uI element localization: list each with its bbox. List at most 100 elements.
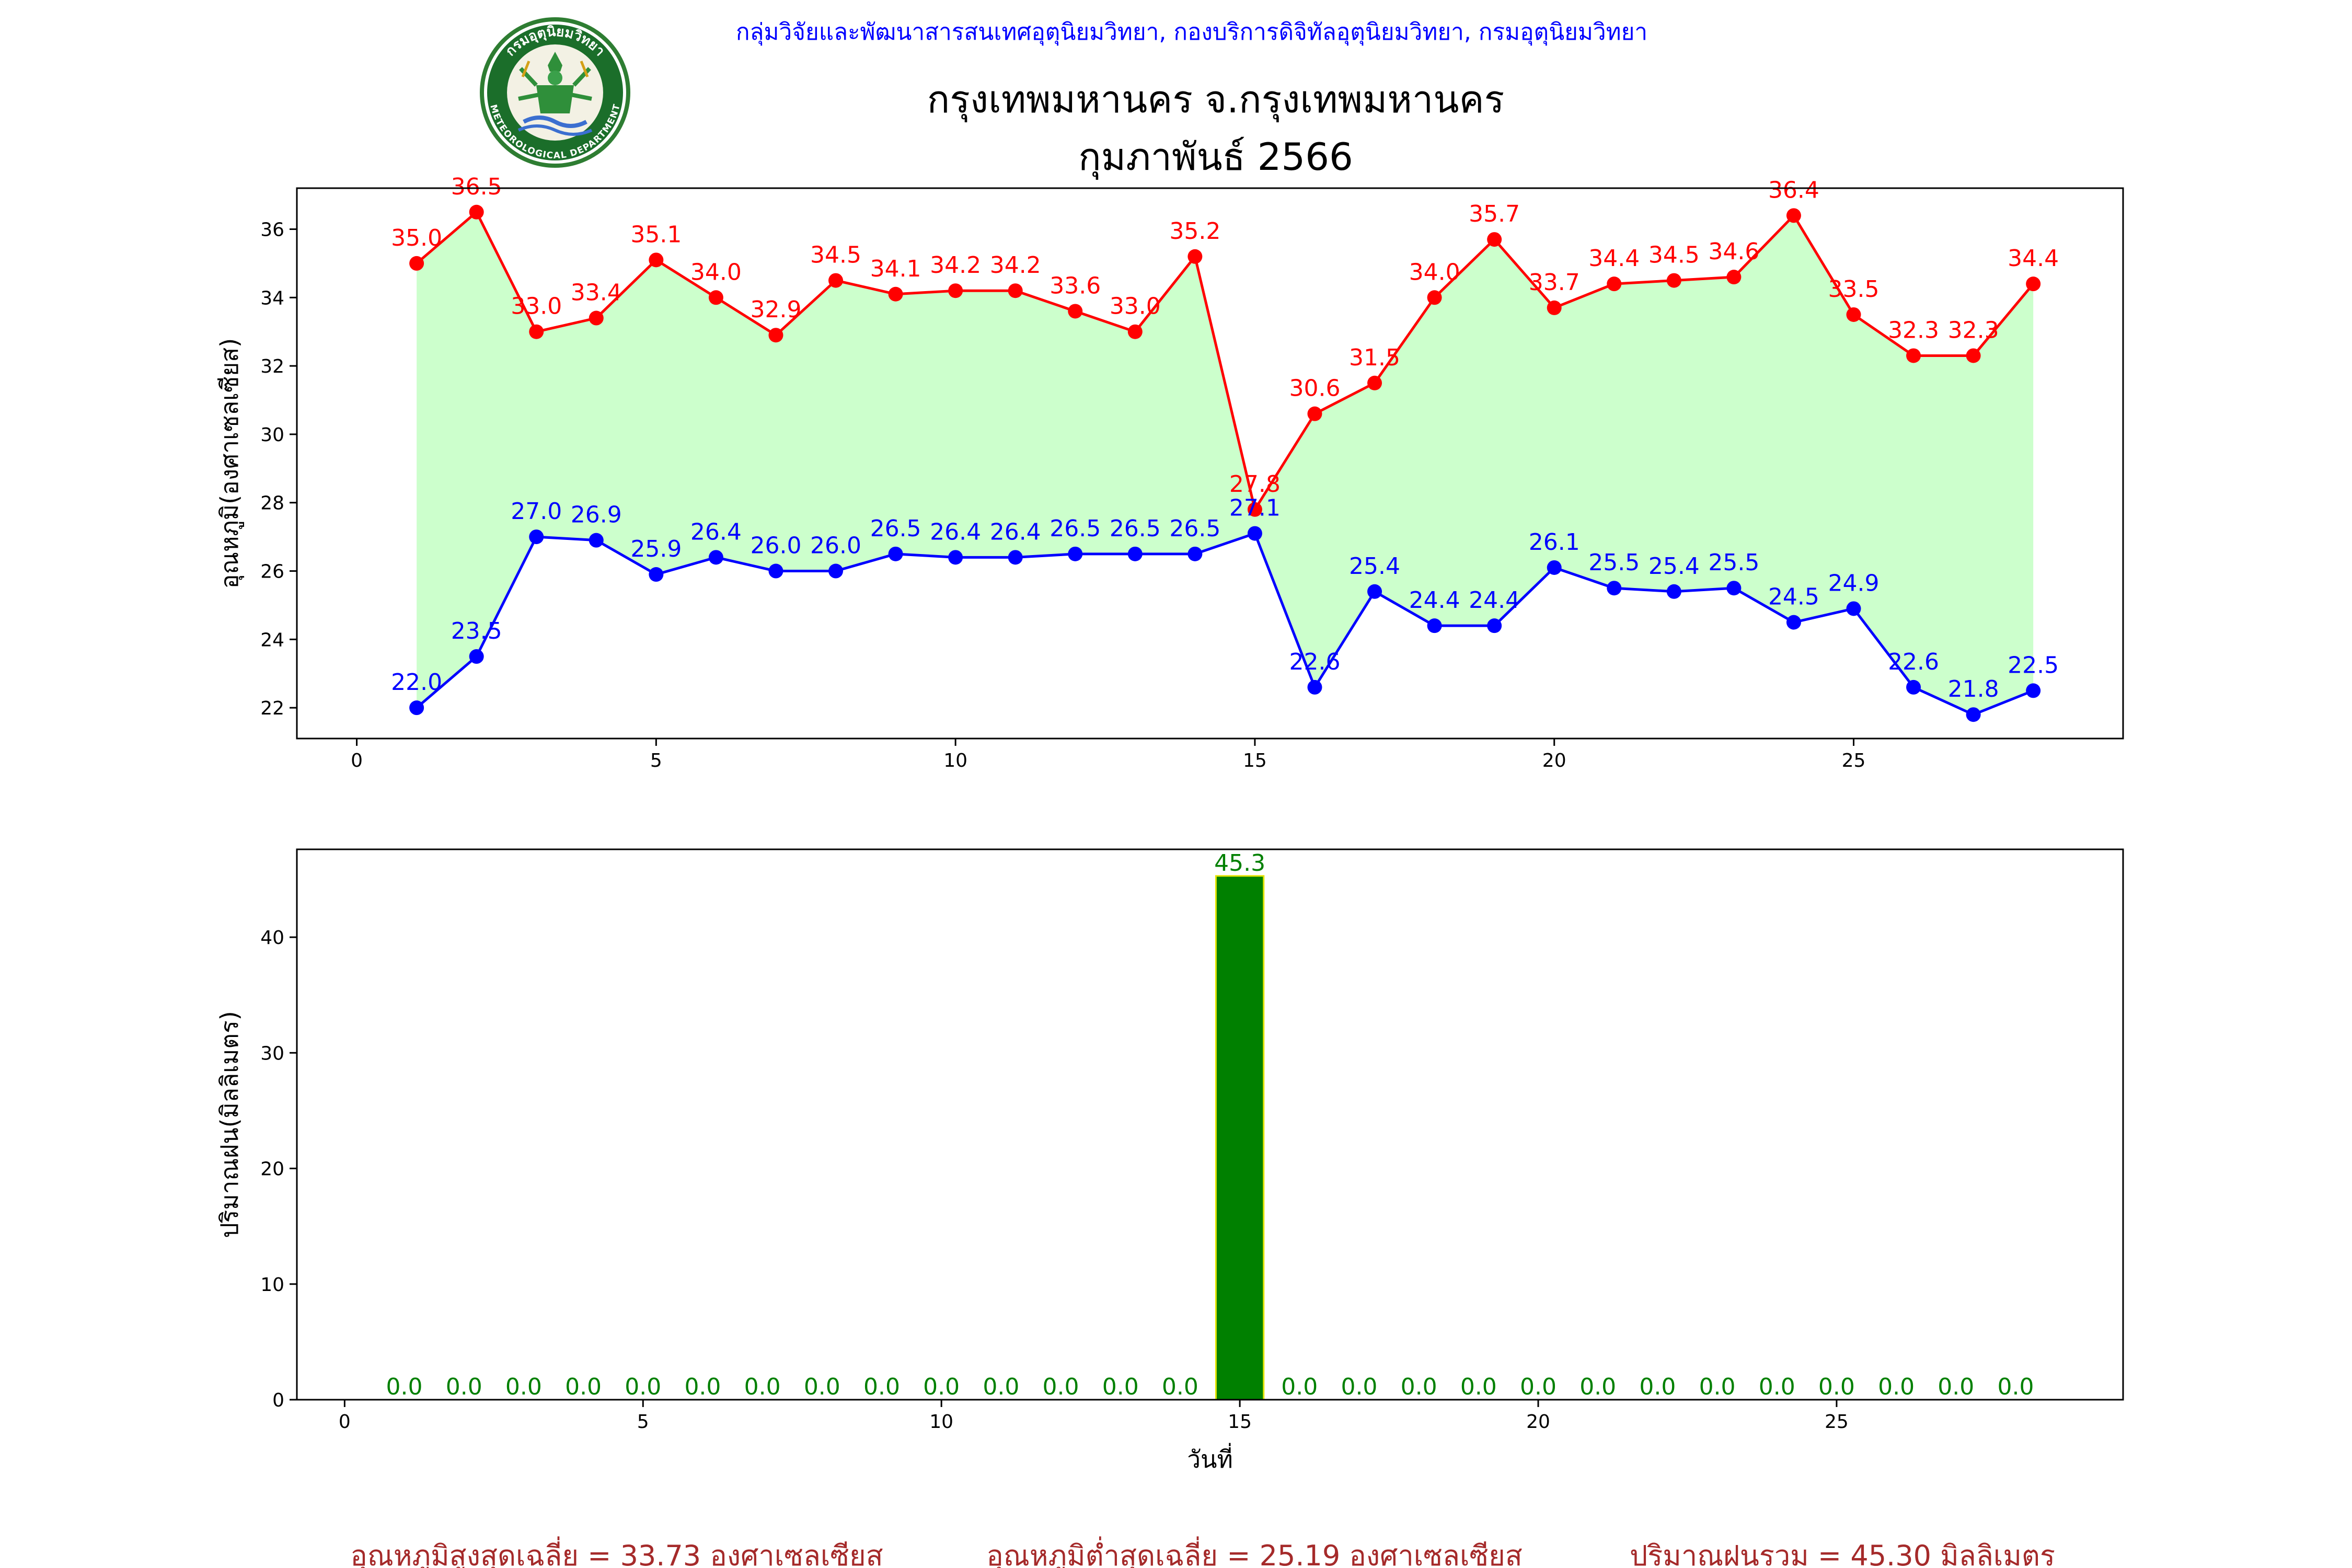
x-tick-label: 10	[929, 1411, 953, 1433]
rainfall-label: 45.3	[1214, 850, 1265, 877]
min-temperature-label: 23.5	[451, 618, 502, 644]
rainfall-frame	[296, 848, 2124, 1401]
x-tick-label: 10	[943, 750, 967, 771]
min-temperature-label: 25.5	[1588, 549, 1640, 576]
max-temperature-point	[649, 252, 664, 268]
max-temperature-point	[1666, 273, 1681, 288]
max-temperature-label: 33.0	[511, 293, 562, 320]
min-temperature-label: 24.4	[1469, 587, 1520, 614]
min-temperature-point	[1666, 584, 1681, 599]
y-tick-label: 22	[260, 698, 284, 719]
rainfall-label: 0.0	[1878, 1374, 1915, 1400]
min-temperature-label: 25.5	[1708, 549, 1759, 576]
min-temperature-label: 26.1	[1529, 529, 1580, 556]
max-temperature-point	[529, 324, 544, 339]
min-temperature-point	[409, 700, 424, 716]
min-temperature-label: 26.0	[750, 533, 801, 559]
min-temperature-point	[1367, 584, 1382, 599]
min-temperature-point	[1247, 526, 1262, 541]
max-temperature-label: 34.4	[2008, 245, 2059, 272]
min-temperature-point	[708, 550, 723, 565]
max-temperature-point	[1607, 276, 1622, 292]
max-temperature-label: 33.4	[571, 280, 622, 306]
min-temperature-label: 26.4	[990, 518, 1041, 545]
min-temperature-line	[416, 532, 2034, 716]
x-tick-label: 15	[1228, 1411, 1252, 1433]
min-temperature-point	[1846, 601, 1861, 616]
min-temperature-label: 24.9	[1828, 570, 1880, 596]
y-tick-label: 0	[272, 1390, 284, 1411]
rainfall-panel: 0 5 10 15 20 25 0 10 20 30 40 0.0 0.0 0.0 0.0 0.0 0.0 0.…	[215, 848, 2124, 1473]
min-temperature-label: 22.6	[1289, 649, 1340, 675]
chart-subtitle: กุมภาพันธ์ 2566	[1078, 135, 1353, 180]
y-tick-label: 32	[260, 356, 284, 377]
max-temperature-point	[409, 256, 424, 271]
min-temperature-label: 25.9	[630, 536, 682, 562]
rainfall-label: 0.0	[1162, 1374, 1198, 1400]
min-temperature-label: 24.5	[1768, 584, 1819, 610]
min-temperature-point	[1008, 550, 1023, 565]
temperature-frame	[296, 187, 2124, 740]
max-temperature-label: 35.0	[391, 225, 442, 251]
min-temperature-point	[948, 550, 963, 565]
rainfall-label: 0.0	[386, 1374, 423, 1400]
y-tick-label: 26	[260, 561, 284, 583]
rainfall-label: 0.0	[1401, 1374, 1437, 1400]
max-temperature-point	[768, 328, 783, 343]
max-temperature-label: 32.9	[750, 296, 801, 323]
max-temperature-label: 34.6	[1708, 238, 1759, 265]
x-tick-label: 25	[1825, 1411, 1849, 1433]
max-temperature-point	[1726, 270, 1742, 285]
max-temperature-point	[1547, 300, 1562, 315]
min-temperature-label: 26.5	[1169, 515, 1220, 542]
min-temperature-point	[1966, 707, 1981, 722]
tmd-logo: กรมอุตุนิยมวิทยา METEOROLOGICAL DEPARTME…	[480, 17, 630, 168]
y-tick-label: 30	[260, 1043, 284, 1064]
deity-emblem	[517, 52, 593, 136]
min-temperature-point	[1607, 581, 1622, 596]
y-tick-label: 34	[260, 287, 284, 309]
rainfall-label: 0.0	[1281, 1374, 1318, 1400]
max-temperature-label: 34.0	[1409, 259, 1460, 285]
max-temperature-label: 33.5	[1828, 276, 1880, 303]
max-temperature-label: 35.1	[630, 221, 682, 248]
max-temperature-label: 32.3	[1888, 317, 1939, 343]
x-tick-label: 0	[351, 750, 363, 771]
rainfall-label: 0.0	[1520, 1374, 1557, 1400]
max-temperature-label: 34.5	[1648, 242, 1700, 269]
rainfall-label: 0.0	[625, 1374, 661, 1400]
max-temperature-point	[1008, 283, 1023, 298]
chart-title: กรุงเทพมหานคร จ.กรุงเทพมหานคร	[927, 77, 1505, 122]
rainfall-label: 0.0	[1043, 1374, 1079, 1400]
max-temperature-point	[1187, 249, 1203, 264]
y-tick-label: 20	[260, 1159, 284, 1180]
max-temperature-point	[1307, 406, 1322, 421]
max-temperature-line	[416, 211, 2035, 511]
max-temperature-label: 35.7	[1469, 201, 1520, 227]
rainfall-label: 0.0	[804, 1374, 840, 1400]
rainfall-label: 0.0	[1997, 1374, 2034, 1400]
min-temperature-label: 26.9	[571, 502, 622, 528]
min-temperature-label: 22.6	[1888, 649, 1939, 675]
rainfall-y-label: ปริมาณฝน(มิลลิเมตร)	[215, 1011, 244, 1238]
min-temperature-label: 22.5	[2008, 652, 2059, 678]
min-temperature-label: 26.0	[810, 533, 861, 559]
x-axis-label: วันที่	[1187, 1443, 1233, 1473]
y-tick-label: 40	[260, 927, 284, 949]
max-temperature-point	[948, 283, 963, 298]
max-temperature-label: 36.4	[1768, 177, 1819, 203]
max-temperature-label: 33.0	[1110, 293, 1161, 320]
rainfall-label: 0.0	[923, 1374, 960, 1400]
max-temperature-label: 36.5	[451, 174, 502, 200]
y-tick-label: 36	[260, 219, 284, 240]
rainfall-label: 0.0	[1818, 1374, 1855, 1400]
temperature-y-label: อุณหภูมิ(องศาเซลเซียส)	[215, 338, 245, 589]
min-temperature-label: 21.8	[1948, 676, 1999, 702]
rainfall-label: 0.0	[1102, 1374, 1139, 1400]
min-temperature-point	[1427, 618, 1442, 633]
min-temperature-label: 26.5	[870, 515, 921, 542]
max-temperature-label: 34.1	[870, 256, 921, 282]
max-temperature-point	[1427, 290, 1442, 305]
max-temperature-label: 34.4	[1588, 245, 1640, 272]
